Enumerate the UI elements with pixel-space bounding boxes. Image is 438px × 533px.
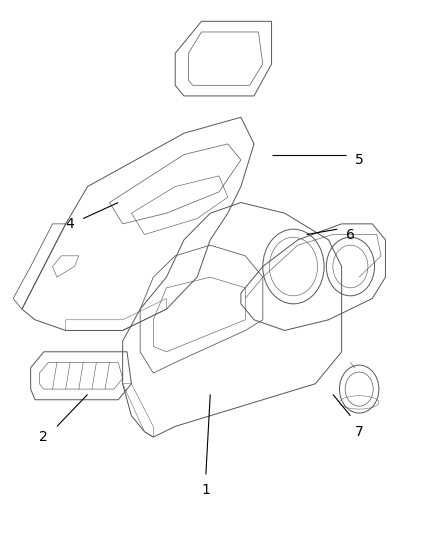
Text: 5: 5 xyxy=(355,153,364,167)
Text: 1: 1 xyxy=(201,483,210,497)
Text: 7: 7 xyxy=(355,425,364,439)
Text: 2: 2 xyxy=(39,430,48,444)
Text: 6: 6 xyxy=(346,228,355,241)
Text: 4: 4 xyxy=(66,217,74,231)
